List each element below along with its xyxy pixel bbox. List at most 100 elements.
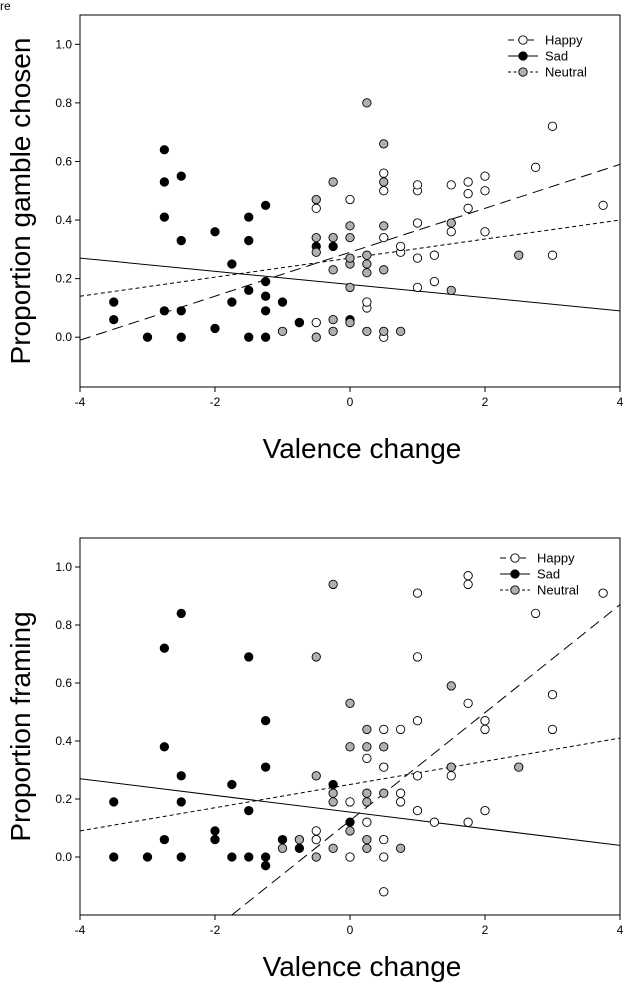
happy-point xyxy=(412,253,423,263)
neutral-regression-line xyxy=(80,737,620,832)
neutral-point xyxy=(379,139,389,149)
sad-point xyxy=(210,227,220,237)
happy-point xyxy=(379,724,389,735)
happy-point xyxy=(379,887,389,897)
happy-point xyxy=(311,834,321,845)
x-tick-label: 4 xyxy=(617,395,623,409)
happy-point xyxy=(463,203,473,213)
sad-point xyxy=(227,852,237,862)
happy-point xyxy=(379,186,389,196)
sad-point xyxy=(109,314,119,325)
sad-point xyxy=(159,643,170,653)
x-tick-label: -4 xyxy=(75,923,86,937)
happy-point xyxy=(446,227,456,237)
neutral-point xyxy=(311,652,321,662)
neutral-point xyxy=(514,762,524,772)
happy-point xyxy=(463,571,473,581)
sad-point xyxy=(176,797,186,807)
sad-point xyxy=(109,797,119,807)
neutral-point xyxy=(345,826,355,836)
happy-point xyxy=(379,852,389,862)
neutral-point xyxy=(446,681,456,691)
panel-gamble-chosen: -4 -2 0 2 4 0.0 0.2 0.4 0.6 0.8 1.0 Valence change P… xyxy=(5,14,623,464)
happy-point xyxy=(362,297,372,307)
sad-point xyxy=(142,332,153,342)
legend-happy-label: Happy xyxy=(545,33,583,48)
happy-point xyxy=(345,797,355,807)
neutral-point xyxy=(362,797,372,807)
legend-happy-label: Happy xyxy=(537,551,575,566)
happy-point xyxy=(395,724,406,735)
sad-point xyxy=(244,652,254,662)
neutral-point xyxy=(311,247,321,257)
x-axis-label: Valence change xyxy=(263,433,462,464)
sad-point xyxy=(227,297,237,307)
happy-point xyxy=(429,276,440,287)
neutral-point xyxy=(362,788,372,798)
neutral-point xyxy=(362,268,372,278)
x-tick-label: 0 xyxy=(347,395,354,409)
neutral-point xyxy=(328,843,338,853)
sad-point xyxy=(277,834,288,845)
happy-point xyxy=(412,282,423,293)
neutral-point xyxy=(379,265,389,275)
neutral-point xyxy=(395,843,406,853)
sad-point xyxy=(294,317,305,328)
neutral-point xyxy=(362,259,372,269)
legend-neutral-marker xyxy=(518,67,528,77)
neutral-point xyxy=(328,232,338,243)
sad-point xyxy=(142,852,153,862)
neutral-point xyxy=(362,742,372,752)
y-tick-label: 0.0 xyxy=(55,850,72,864)
sad-point xyxy=(260,276,271,287)
y-tick-label: 0.8 xyxy=(55,96,72,110)
neutral-point xyxy=(311,332,321,342)
sad-point xyxy=(159,177,170,187)
happy-point xyxy=(345,194,355,205)
neutral-point xyxy=(362,834,372,845)
neutral-point xyxy=(345,221,355,231)
neutral-point xyxy=(328,177,338,187)
sad-point xyxy=(260,306,271,316)
happy-regression-line xyxy=(231,604,620,915)
sad-point xyxy=(244,285,254,295)
x-tick-label: 0 xyxy=(347,923,354,937)
sad-point xyxy=(210,323,220,334)
happy-point xyxy=(547,250,558,260)
sad-point xyxy=(277,297,288,307)
sad-point xyxy=(260,291,271,301)
sad-point xyxy=(176,332,186,342)
sad-point xyxy=(210,826,220,836)
neutral-point xyxy=(379,742,389,752)
sad-point xyxy=(260,852,271,862)
happy-point xyxy=(379,168,389,178)
y-tick-label: 1.0 xyxy=(55,37,72,51)
y-tick-label: 1.0 xyxy=(55,560,72,574)
sad-point xyxy=(260,861,271,871)
neutral-point xyxy=(328,265,338,275)
neutral-point xyxy=(379,177,389,187)
y-tick-label: 0.2 xyxy=(55,792,72,806)
neutral-point xyxy=(345,698,355,708)
legend-happy-marker xyxy=(510,553,520,563)
happy-point xyxy=(412,652,423,662)
x-tick-label: -2 xyxy=(210,923,221,937)
sad-point xyxy=(260,716,271,726)
neutral-point xyxy=(328,314,338,325)
legend-sad-marker xyxy=(518,51,528,61)
happy-point xyxy=(598,588,608,598)
neutral-point xyxy=(362,843,372,853)
sad-point xyxy=(210,834,220,845)
neutral-point xyxy=(328,788,338,798)
x-tick-label: 2 xyxy=(482,395,489,409)
happy-point xyxy=(412,771,423,781)
y-tick-label: 0.4 xyxy=(55,734,72,748)
neutral-point xyxy=(311,194,321,205)
happy-point xyxy=(463,817,473,827)
x-axis-label: Valence change xyxy=(263,951,462,982)
sad-point xyxy=(244,212,254,222)
sad-point xyxy=(159,212,170,222)
panel-framing: -4 -2 0 2 4 0.0 0.2 0.4 0.6 0.8 1.0 Valence change P… xyxy=(5,537,623,982)
